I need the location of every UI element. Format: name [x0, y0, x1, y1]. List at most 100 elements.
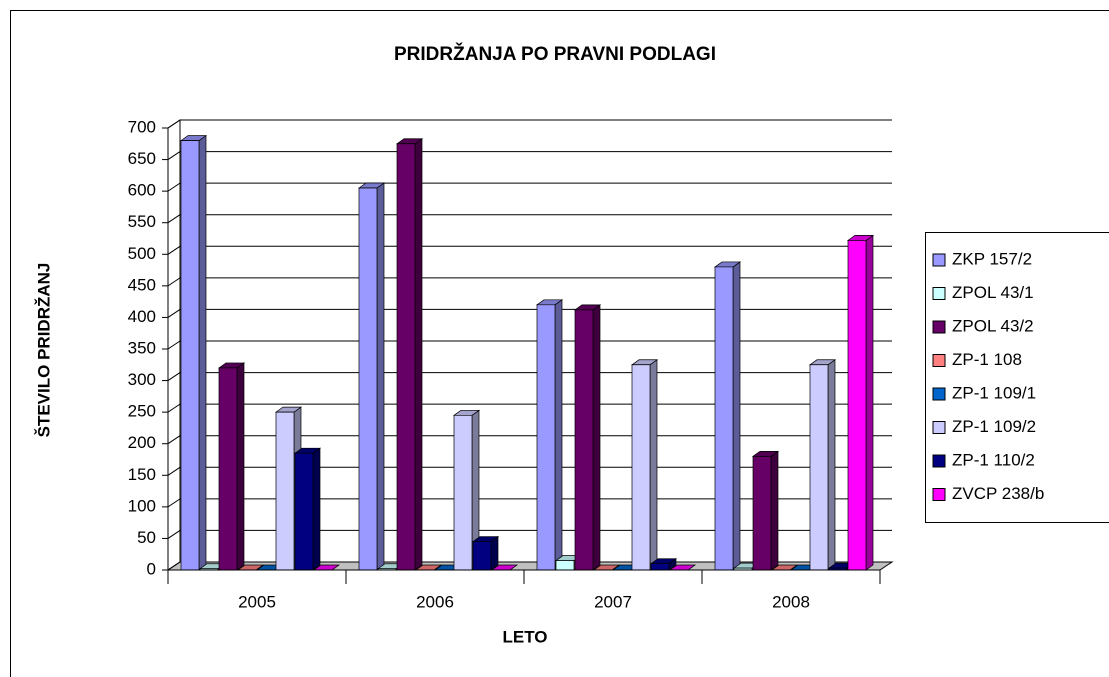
grid-line — [167, 214, 181, 224]
grid-line — [167, 119, 181, 129]
legend-label: ZVCP 238/b — [952, 484, 1044, 503]
legend-swatch — [932, 320, 946, 334]
bar-face — [536, 304, 556, 571]
bar-face — [865, 234, 874, 571]
y-tick-label: 400 — [128, 307, 156, 326]
chart-title: PRIDRŽANJA PO PRAVNI PODLAGI — [394, 43, 716, 65]
bar-face — [732, 261, 741, 571]
bar — [846, 234, 875, 571]
grid-line — [167, 530, 181, 539]
grid-line — [167, 309, 181, 318]
legend-swatch — [932, 387, 946, 401]
bar-face — [472, 541, 492, 571]
x-tick-label: 2005 — [238, 592, 276, 611]
bar — [179, 134, 208, 571]
bar-face — [414, 138, 423, 571]
bar-face — [236, 362, 245, 571]
grid-line — [167, 277, 181, 287]
bar — [713, 261, 742, 571]
legend-label: ZPOL 43/2 — [952, 316, 1034, 335]
grid-line — [167, 340, 181, 350]
bar-face — [770, 450, 779, 571]
bar — [452, 409, 481, 571]
bar-face — [396, 143, 416, 571]
legend-label: ZP-1 109/2 — [952, 417, 1036, 436]
grid-line — [167, 182, 181, 192]
legend-label: ZP-1 110/2 — [952, 450, 1035, 469]
y-tick-label: 100 — [128, 496, 156, 515]
grid-line — [167, 151, 181, 160]
legend-box — [925, 232, 1109, 523]
bar — [535, 299, 564, 571]
bar-face — [294, 452, 314, 571]
y-tick-label: 50 — [137, 528, 156, 547]
bar-face — [358, 187, 378, 571]
bar-face — [592, 304, 601, 571]
y-tick-label: 250 — [128, 402, 156, 421]
y-tick-label: 700 — [128, 117, 156, 136]
y-axis-label: ŠTEVILO PRIDRŽANJ — [34, 263, 53, 438]
bar-face — [312, 447, 321, 571]
bar — [649, 558, 678, 571]
y-tick-label: 200 — [128, 433, 156, 452]
grid-line — [167, 372, 181, 381]
bar-face — [574, 309, 594, 571]
bar-face — [453, 414, 473, 571]
bar — [217, 362, 246, 571]
grid-line — [167, 561, 181, 571]
bar — [357, 182, 386, 571]
y-tick-label: 300 — [128, 370, 156, 389]
legend-label: ZKP 157/2 — [952, 249, 1032, 268]
y-tick-label: 150 — [128, 465, 156, 484]
legend-label: ZPOL 43/1 — [952, 283, 1034, 302]
bar-face — [376, 182, 385, 571]
legend-swatch — [932, 287, 946, 300]
bar-face — [847, 240, 867, 571]
y-tick-label: 650 — [128, 149, 156, 168]
bar — [573, 304, 602, 571]
y-tick-label: 350 — [128, 338, 156, 357]
bar-face — [198, 134, 207, 571]
bar-face — [752, 455, 772, 571]
grid-line — [167, 466, 181, 476]
bar-face — [650, 563, 670, 571]
bar — [293, 447, 322, 571]
y-tick-label: 450 — [128, 275, 156, 294]
y-tick-label: 500 — [128, 244, 156, 263]
bar — [808, 359, 837, 571]
legend-label: ZP-1 108 — [952, 350, 1022, 369]
x-tick-label: 2006 — [416, 592, 454, 611]
legend-swatch — [932, 488, 946, 501]
bar — [471, 535, 500, 571]
y-tick-label: 600 — [128, 181, 156, 200]
bar — [630, 359, 659, 571]
bar-face — [809, 364, 829, 571]
x-tick-label: 2007 — [594, 592, 632, 611]
bar-face — [275, 411, 295, 571]
bar-face — [827, 359, 836, 571]
legend-swatch — [932, 421, 946, 434]
bar-face — [649, 359, 658, 571]
bar-face — [631, 364, 651, 571]
grid-line — [167, 498, 181, 508]
grid-line — [167, 435, 181, 445]
legend-swatch — [932, 454, 946, 468]
x-tick-label: 2008 — [772, 592, 810, 611]
y-tick-label: 550 — [128, 212, 156, 231]
bar-face — [180, 140, 200, 571]
x-axis-label: LETO — [502, 627, 547, 646]
legend-label: ZP-1 109/1 — [952, 383, 1036, 402]
bar-face — [490, 535, 499, 571]
bar — [751, 450, 780, 571]
bar-face — [218, 367, 238, 571]
y-tick-label: 0 — [147, 559, 156, 578]
legend-swatch — [932, 354, 946, 367]
bar-face — [714, 266, 734, 571]
bar-face — [555, 560, 575, 571]
bar-face — [554, 299, 563, 571]
legend-swatch — [932, 253, 946, 267]
grid-line — [167, 245, 181, 255]
grid-line — [167, 403, 181, 413]
bar — [395, 138, 424, 571]
